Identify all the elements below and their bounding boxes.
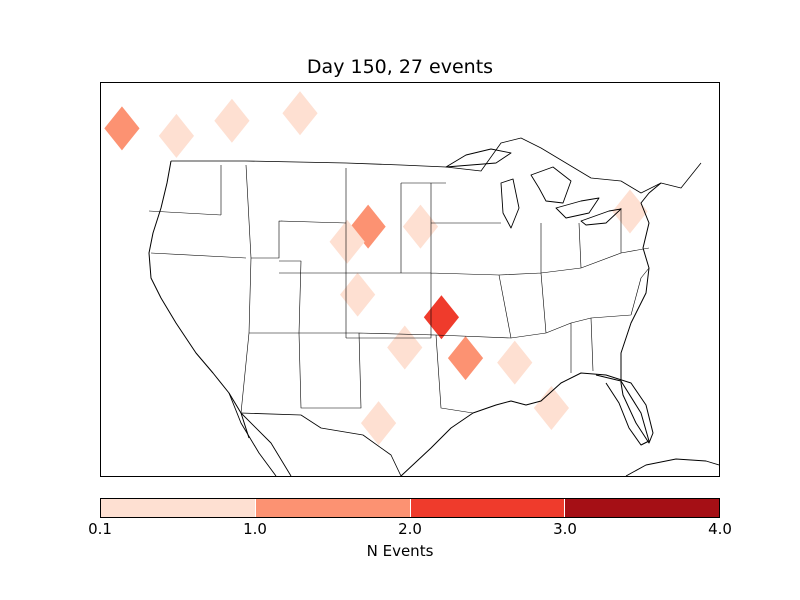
baja-path (228, 392, 292, 476)
cuba-path (625, 458, 719, 476)
event-area-pacific-northwest (104, 106, 140, 151)
event-area-alabama-georgia (497, 340, 533, 385)
mexico-border-path (240, 412, 402, 476)
event-area-arkansas (423, 295, 460, 340)
colorbar-bin-1 (254, 499, 410, 517)
map-title: Day 150, 27 events (306, 56, 494, 78)
colorbar-label: N Events (366, 542, 434, 560)
event-area-iowa (402, 204, 439, 249)
east-coast-path (620, 182, 662, 383)
colorbar-bin-3 (564, 499, 719, 517)
state-borders-path (148, 164, 650, 414)
event-area-south-texas (360, 401, 397, 446)
event-area-north-dakota (282, 91, 318, 136)
event-area-northeast (612, 189, 648, 234)
national-border-path (171, 137, 702, 194)
colorbar-tick: 1.0 (243, 520, 267, 538)
colorbar-bin-0 (101, 499, 255, 517)
great-lakes-path (445, 148, 622, 229)
colorbar-tick: 2.0 (398, 520, 422, 538)
us-event-map (104, 91, 719, 476)
map-frame (100, 82, 720, 477)
event-area-florida (533, 385, 570, 430)
event-area-kansas (329, 219, 365, 264)
west-coast-path (148, 160, 250, 439)
colorbar-tick: 0.1 (88, 520, 112, 538)
event-area-oklahoma-panhandle (340, 272, 376, 317)
colorbar-tick: 4.0 (708, 520, 732, 538)
florida-path (595, 374, 650, 446)
boundaries-layer (148, 137, 719, 476)
event-area-montana (214, 98, 250, 143)
event-area-texas-east (387, 325, 423, 370)
colorbar (100, 498, 720, 518)
colorbar-bin-2 (409, 499, 565, 517)
colorbar-tick: 3.0 (553, 520, 577, 538)
event-area-louisiana (447, 336, 484, 381)
event-areas-layer (104, 91, 648, 446)
event-area-north-idaho (158, 113, 195, 158)
gulf-coast-path (400, 372, 654, 476)
